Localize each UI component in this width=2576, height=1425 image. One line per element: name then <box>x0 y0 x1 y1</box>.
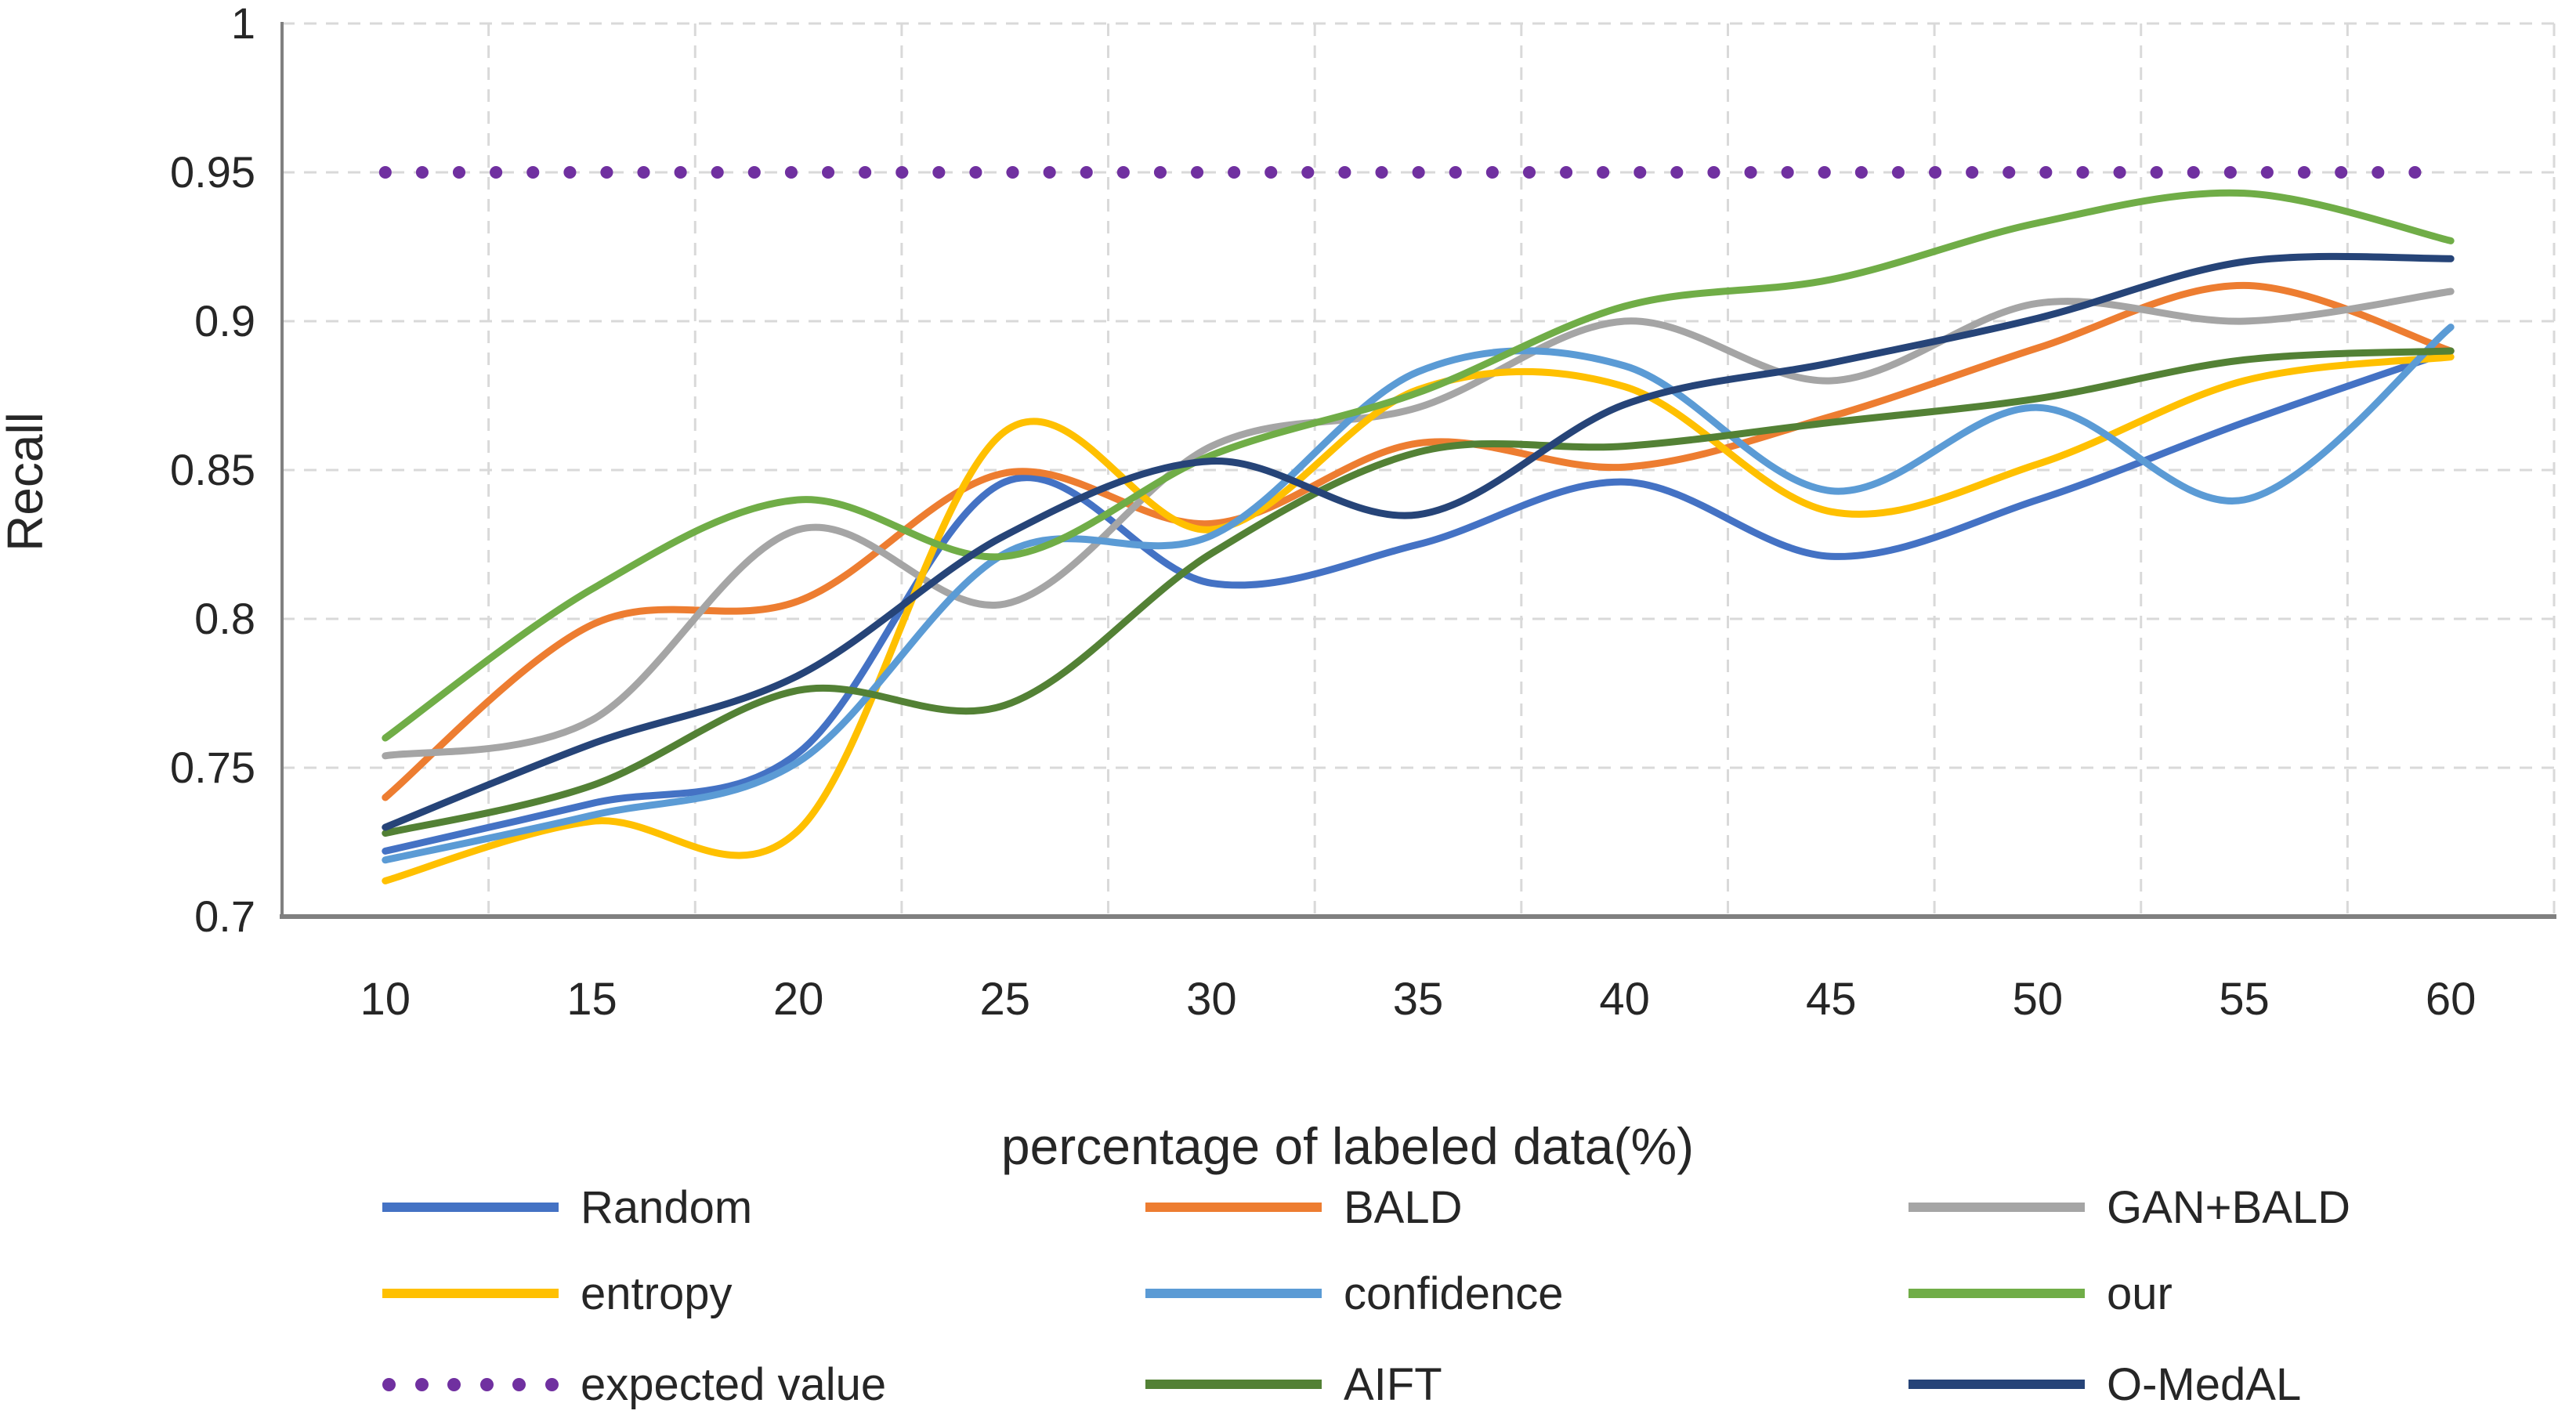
legend-item-bald: BALD <box>1145 1180 1463 1235</box>
legend-dot <box>545 1377 559 1391</box>
y-tick-label: 0.8 <box>194 594 255 643</box>
x-tick-label: 30 <box>1186 974 1237 1025</box>
legend-dot <box>382 1377 396 1391</box>
series-line-o-medal <box>382 252 2455 831</box>
legend-swatch-icon <box>382 1289 559 1298</box>
legend-swatch-icon <box>382 1203 559 1212</box>
legend-label: O-MedAL <box>2107 1358 2302 1410</box>
legend-swatch-icon <box>1145 1203 1322 1212</box>
x-tick-label: 45 <box>1806 974 1857 1025</box>
legend-item-o-medal: O-MedAL <box>1908 1357 2301 1412</box>
y-tick-label: 0.75 <box>170 743 255 792</box>
legend-dot <box>447 1377 461 1391</box>
legend-label: our <box>2107 1268 2173 1319</box>
legend-label: Random <box>581 1181 753 1233</box>
x-tick-label: 40 <box>1599 974 1650 1025</box>
x-tick-label: 10 <box>360 974 411 1025</box>
x-tick-label: 25 <box>979 974 1030 1025</box>
legend-label: GAN+BALD <box>2107 1181 2351 1233</box>
legend-item-expected-value: expected value <box>382 1357 886 1412</box>
legend-label: BALD <box>1344 1181 1463 1233</box>
legend-swatch-icon <box>1145 1380 1322 1389</box>
legend-swatch-icon <box>1908 1289 2085 1298</box>
legend-dot <box>512 1377 526 1391</box>
legend-dot <box>414 1377 429 1391</box>
x-axis-title: percentage of labeled data(%) <box>1000 1117 1695 1175</box>
legend-label: AIFT <box>1344 1358 1442 1410</box>
legend-swatch-icon <box>382 1377 559 1391</box>
series-line-entropy <box>382 353 2455 884</box>
x-tick-label: 15 <box>566 974 617 1025</box>
legend-label: entropy <box>581 1268 733 1319</box>
legend-label: expected value <box>581 1358 887 1410</box>
x-tick-label: 35 <box>1393 974 1444 1025</box>
x-tick-label: 20 <box>773 974 824 1025</box>
series-line-confidence <box>382 324 2455 864</box>
x-tick-label: 60 <box>2426 974 2477 1025</box>
y-tick-label: 0.7 <box>194 892 255 941</box>
legend-item-random: Random <box>382 1180 752 1235</box>
legend-swatch-icon <box>1908 1203 2085 1212</box>
series-line-our <box>382 189 2455 742</box>
legend-swatch-icon <box>1908 1380 2085 1389</box>
y-tick-label: 1 <box>231 0 255 48</box>
legend-label: confidence <box>1344 1268 1564 1319</box>
legend-item-our: our <box>1908 1266 2173 1321</box>
series-line-random <box>382 347 2455 855</box>
legend-item-gan+bald: GAN+BALD <box>1908 1180 2350 1235</box>
y-tick-label: 0.95 <box>170 147 255 197</box>
legend-item-entropy: entropy <box>382 1266 732 1321</box>
series-line-bald <box>382 281 2455 801</box>
legend-item-confidence: confidence <box>1145 1266 1564 1321</box>
y-tick-label: 0.85 <box>170 445 255 494</box>
legend-item-aift: AIFT <box>1145 1357 1442 1412</box>
legend-swatch-icon <box>1145 1289 1322 1298</box>
x-tick-label: 55 <box>2219 974 2270 1025</box>
x-tick-label: 50 <box>2013 974 2064 1025</box>
series-line-aift <box>382 347 2455 837</box>
legend-dot <box>479 1377 494 1391</box>
series-line-gan+bald <box>382 288 2455 760</box>
y-tick-label: 0.9 <box>194 296 255 345</box>
